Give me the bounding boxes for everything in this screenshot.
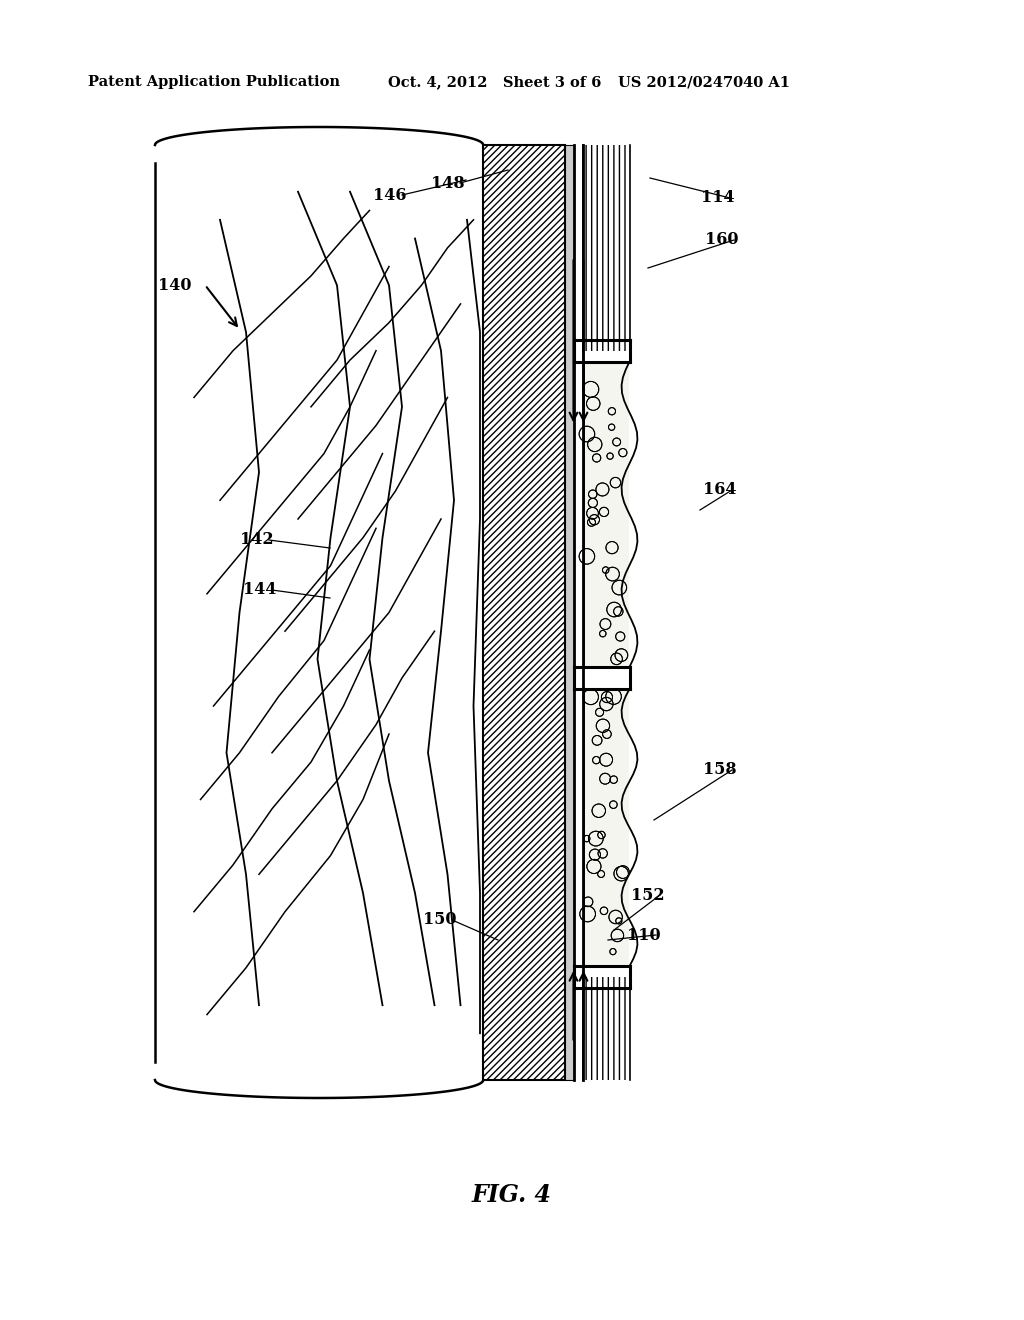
Text: 146: 146 [374,186,407,203]
Text: 164: 164 [703,482,736,499]
Text: 144: 144 [244,582,276,598]
Text: Oct. 4, 2012   Sheet 3 of 6: Oct. 4, 2012 Sheet 3 of 6 [388,75,601,88]
Bar [564,145,574,1080]
Bar [483,145,564,1080]
Text: 114: 114 [701,190,735,206]
Bar [583,977,630,1080]
Text: Patent Application Publication: Patent Application Publication [88,75,340,88]
Text: 160: 160 [706,231,738,248]
Text: 140: 140 [159,276,191,293]
Bar [583,145,630,351]
Text: 158: 158 [703,762,737,779]
Bar [584,362,629,667]
Text: 152: 152 [631,887,665,903]
Text: FIG. 4: FIG. 4 [472,1183,552,1206]
Bar [483,145,564,1080]
Text: US 2012/0247040 A1: US 2012/0247040 A1 [618,75,790,88]
Text: 142: 142 [241,532,273,549]
Text: 148: 148 [431,174,465,191]
Text: 150: 150 [423,912,457,928]
Bar [584,689,629,966]
Text: 110: 110 [627,927,660,944]
